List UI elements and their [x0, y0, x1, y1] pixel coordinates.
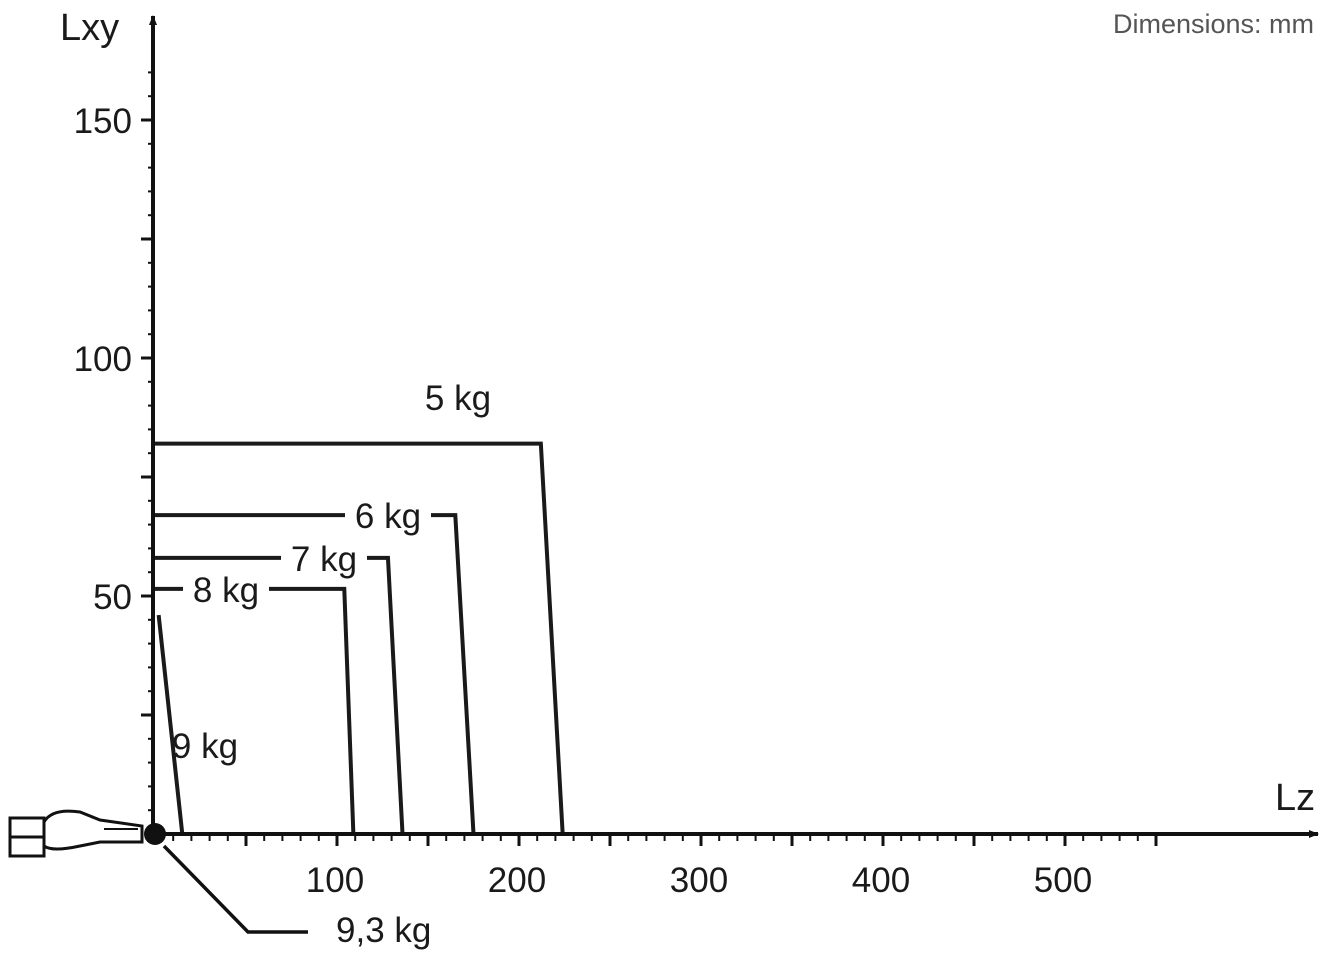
x-tick-label: 500 [1034, 861, 1092, 900]
payload-curve [155, 441, 565, 835]
series-label: 6 kg [355, 497, 421, 536]
payload-curve [155, 586, 356, 835]
x-axis-label: Lz [1275, 777, 1315, 819]
series-label: 8 kg [193, 571, 259, 610]
y-axis-label: Lxy [60, 7, 119, 49]
payload-curve [155, 555, 405, 835]
axis-ticks: 100 200 300 400 500 50 100 150 [74, 71, 1158, 900]
series-label: 5 kg [425, 379, 491, 418]
flange-center [144, 823, 166, 845]
series-label: 7 kg [291, 540, 357, 579]
y-tick-label: 50 [93, 578, 132, 617]
callout-label: 9,3 kg [336, 911, 431, 950]
gripper-icon [8, 809, 144, 858]
x-tick-label: 400 [852, 861, 910, 900]
payload-curve [155, 513, 476, 835]
callout-leader [162, 844, 308, 934]
y-tick-label: 150 [74, 102, 132, 141]
payload-curves: 5 kg 6 kg 7 kg 8 kg 9 kg [155, 379, 565, 835]
x-tick-label: 300 [670, 861, 728, 900]
x-tick-label: 100 [306, 861, 364, 900]
y-tick-label: 100 [74, 340, 132, 379]
label-gap [345, 500, 431, 537]
payload-curve [156, 614, 185, 835]
dimensions-note: Dimensions: mm [1113, 9, 1314, 39]
x-tick-label: 200 [488, 861, 546, 900]
label-gap [281, 542, 367, 579]
label-gap [183, 573, 269, 610]
series-label: 9 kg [172, 727, 238, 766]
